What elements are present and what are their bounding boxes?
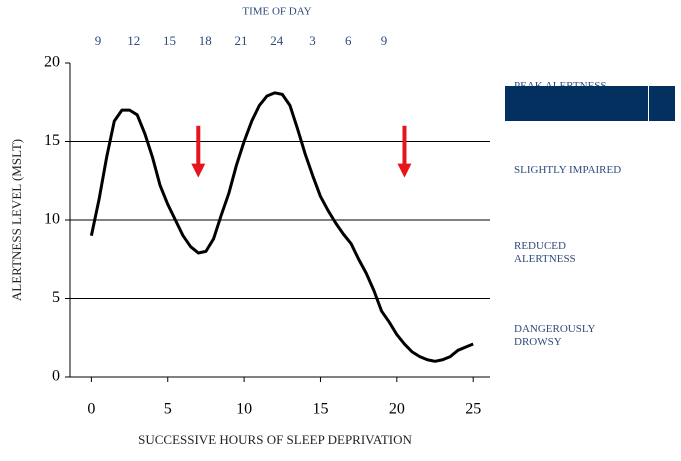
legend-box	[505, 86, 675, 121]
y-tick-label: 15	[44, 132, 60, 149]
x-tick-label: 20	[389, 401, 405, 418]
top-tick-label: 24	[270, 33, 284, 48]
x-axis-title: SUCCESSIVE HOURS OF SLEEP DEPRIVATION	[138, 432, 412, 447]
top-tick-label: 9	[95, 33, 102, 48]
top-tick-label: 18	[199, 33, 212, 48]
y-tick-label: 5	[52, 289, 60, 306]
top-tick-label: 9	[381, 33, 388, 48]
zone-label: DANGEROUSLY DROWSY	[514, 323, 595, 348]
x-tick-label: 0	[87, 401, 95, 418]
top-tick-label: 15	[163, 33, 176, 48]
line	[89, 91, 474, 363]
y-tick-label: 20	[44, 54, 60, 71]
zone-label: SLIGHTLY IMPAIRED	[514, 164, 622, 176]
top-tick-label: 21	[235, 33, 248, 48]
top-tick-label: 6	[345, 33, 352, 48]
x-tick-label: 10	[236, 401, 252, 418]
x-tick-label: 25	[465, 401, 481, 418]
y-axis-title: ALERTNESS LEVEL (MSLT)	[9, 139, 24, 301]
divider	[648, 86, 649, 121]
y-tick-label: 10	[44, 211, 60, 228]
top-axis-title: TIME OF DAY	[242, 6, 311, 18]
arrow-head	[191, 163, 206, 178]
y-tick-label: 0	[52, 368, 60, 385]
x-tick-label: 5	[164, 401, 172, 418]
top-tick-label: 12	[127, 33, 140, 48]
top-tick-label: 3	[309, 33, 316, 48]
zone-label: REDUCED ALERTNESS	[514, 240, 576, 265]
x-tick-label: 15	[312, 401, 328, 418]
arrow-head	[397, 163, 412, 178]
